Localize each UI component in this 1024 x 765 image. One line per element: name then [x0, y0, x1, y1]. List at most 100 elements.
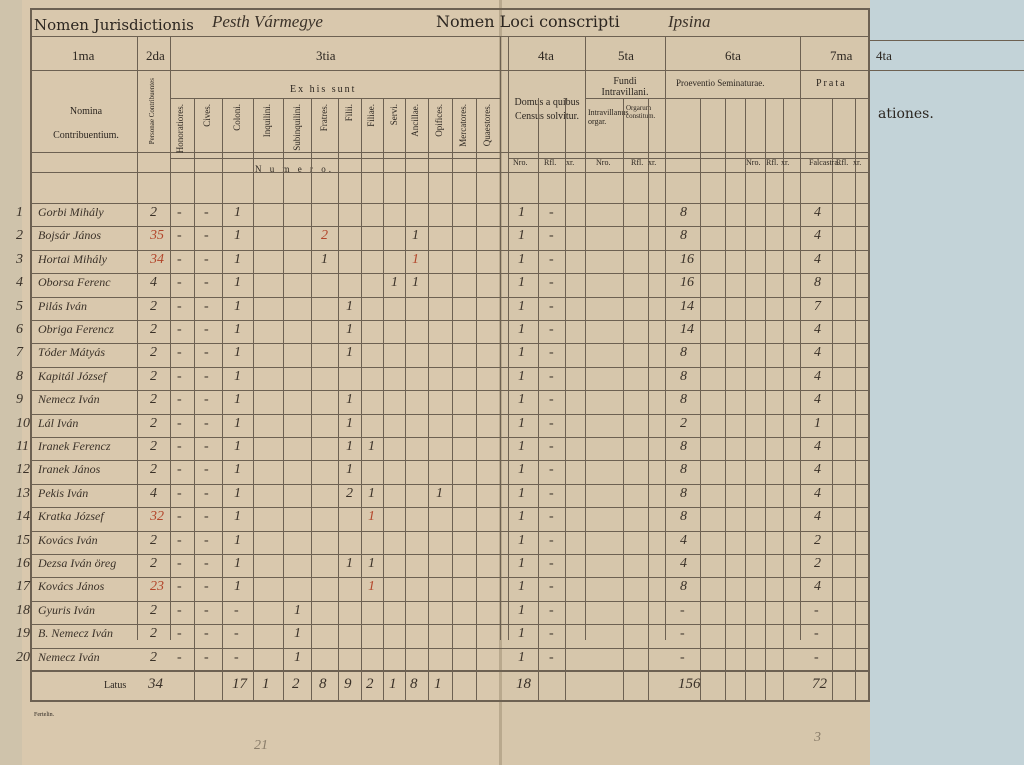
cell: 1 — [234, 392, 241, 408]
rule — [137, 36, 138, 640]
cell: - — [549, 626, 554, 642]
rule — [538, 98, 539, 702]
cell: - — [549, 649, 554, 665]
cell: 7 — [814, 298, 821, 314]
cell: 1 — [294, 626, 301, 642]
category-header: Honoratiores. — [175, 104, 185, 154]
cell: 1 — [368, 439, 375, 454]
cell: - — [549, 251, 554, 267]
column-number: 5ta — [618, 48, 634, 63]
cell: - — [814, 626, 819, 642]
cell: 4 — [680, 532, 687, 548]
cell: 8 — [814, 275, 821, 291]
total: 8 — [410, 676, 418, 692]
name: Lál Iván — [38, 415, 79, 430]
name: Hortai Mihály — [38, 251, 107, 266]
rule — [508, 36, 509, 640]
cell: 1 — [518, 392, 525, 408]
cell: - — [549, 485, 554, 501]
rule — [30, 8, 32, 702]
cell: 4 — [814, 392, 821, 408]
cell: - — [177, 345, 182, 361]
cell: 1 — [234, 205, 241, 220]
cell: 8 — [680, 509, 687, 525]
row-number: 13 — [16, 485, 30, 501]
rule — [832, 98, 833, 702]
row-number: 19 — [16, 626, 30, 642]
rule — [428, 98, 429, 702]
cell: 1 — [234, 532, 241, 548]
cell: 32 — [150, 509, 164, 525]
cell: 34 — [150, 251, 164, 267]
cell: - — [204, 579, 209, 595]
rule — [783, 98, 784, 702]
cell: 2 — [150, 462, 157, 478]
cell: 4 — [814, 322, 821, 337]
cell: 1 — [412, 251, 419, 267]
heading: Fundi Intravillani. — [601, 76, 649, 98]
cell: - — [177, 649, 182, 665]
cell: 1 — [518, 415, 525, 431]
cell: 2 — [150, 649, 157, 665]
cell: 1 — [391, 275, 398, 291]
rule — [30, 483, 868, 485]
row-number: 20 — [16, 649, 30, 665]
cell: - — [814, 649, 819, 665]
sub-header: xr. — [853, 158, 862, 167]
row-number: 15 — [16, 532, 30, 548]
cell: - — [234, 649, 239, 665]
cell: - — [204, 228, 209, 244]
cell: - — [177, 415, 182, 431]
right-page — [500, 0, 870, 765]
cell: 4 — [814, 579, 821, 595]
row-number: 5 — [16, 298, 23, 314]
rule — [311, 98, 312, 702]
cell: 2 — [150, 532, 157, 548]
category-header: Subinquilini. — [292, 104, 302, 151]
cell: 1 — [518, 228, 525, 244]
rule — [700, 98, 701, 702]
row-number: 14 — [16, 509, 30, 525]
cell: 1 — [346, 462, 353, 478]
cell: - — [177, 532, 182, 548]
name: Bojsár János — [38, 228, 101, 243]
cell: 4 — [814, 228, 821, 244]
sub-header: xr. — [566, 158, 575, 167]
total: 1 — [389, 676, 397, 692]
cell: 1 — [234, 251, 241, 267]
cell: - — [177, 579, 182, 595]
category-header: Cives. — [202, 104, 212, 127]
cell: 1 — [518, 439, 525, 454]
cell: - — [204, 251, 209, 267]
cell: 1 — [436, 485, 443, 501]
cell: - — [234, 602, 239, 618]
cell: - — [204, 439, 209, 454]
rule — [30, 700, 870, 702]
column-number: 2da — [146, 48, 165, 63]
row-number: 11 — [16, 439, 29, 454]
cell: - — [204, 415, 209, 431]
rule — [30, 8, 870, 10]
rule — [170, 158, 500, 159]
cell: - — [177, 275, 182, 291]
row-number: 9 — [16, 392, 23, 408]
cell: 4 — [814, 485, 821, 501]
handwriting: Pesth Vármegye — [212, 12, 323, 31]
left-page — [22, 0, 508, 765]
rule — [30, 460, 868, 462]
cell: - — [204, 649, 209, 665]
cell: - — [680, 626, 685, 642]
heading: ationes. — [878, 106, 934, 122]
rule — [30, 36, 870, 37]
cell: 1 — [234, 439, 241, 454]
cell: - — [549, 298, 554, 314]
cell: 2 — [150, 322, 157, 337]
cell: - — [177, 251, 182, 267]
category-header: Fratres. — [319, 104, 329, 132]
heading: Proeventio Seminaturae. — [676, 78, 765, 88]
cell: 8 — [680, 368, 687, 384]
cell: 2 — [321, 228, 328, 244]
cell: 1 — [518, 345, 525, 361]
cell: 4 — [814, 368, 821, 384]
